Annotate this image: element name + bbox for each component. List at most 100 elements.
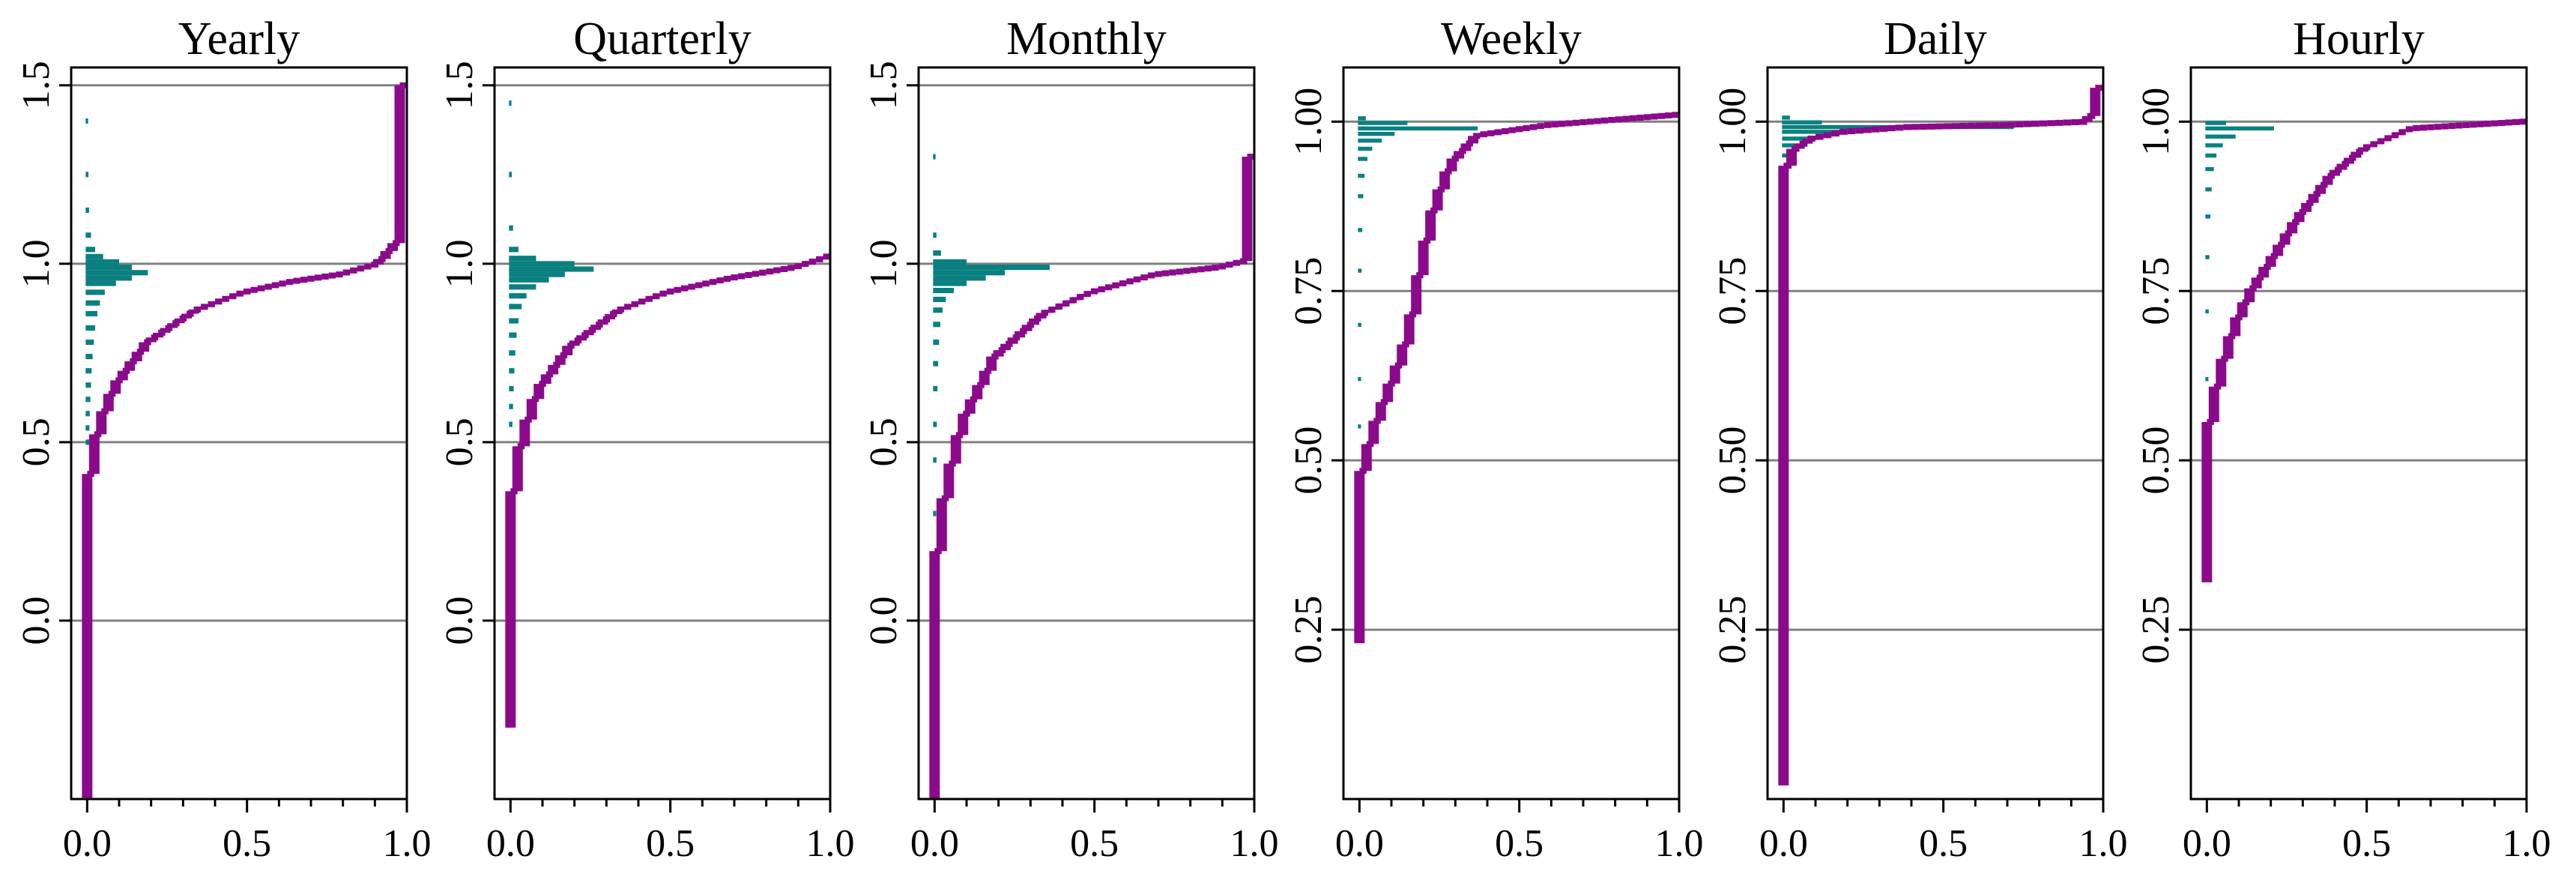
- panel-frame: [2189, 66, 2528, 801]
- histogram-bar: [933, 361, 939, 367]
- x-tick-label: 0.0: [1759, 822, 1808, 865]
- y-tick-label: 0.50: [1287, 427, 1330, 495]
- histogram-bar: [85, 259, 119, 265]
- histogram-bar: [509, 421, 513, 427]
- histogram-bar: [509, 293, 527, 299]
- histogram-bar: [933, 385, 938, 392]
- y-tick-label: 1.5: [862, 61, 905, 109]
- histogram-bar: [1782, 130, 1848, 134]
- histogram-bar: [2205, 255, 2210, 259]
- x-tick-label: 0.0: [2183, 822, 2231, 865]
- y-tick-label: 1.00: [1711, 88, 1754, 156]
- histogram-bar: [85, 289, 105, 295]
- histogram-bar: [1358, 173, 1365, 178]
- histogram-bar: [2205, 309, 2209, 314]
- histogram-bar: [2205, 187, 2212, 192]
- panel-weekly: 0.0 0.5 1.0 0.25 0.50 0.75 1.00 Weekly: [1287, 13, 1704, 865]
- histogram-bar: [85, 207, 89, 214]
- plot-area: [1778, 85, 2103, 786]
- histogram-bar: [933, 280, 967, 286]
- plot-area: [2201, 118, 2527, 582]
- y-tick-label: 0.25: [1287, 596, 1330, 664]
- histogram-bar: [509, 403, 513, 409]
- histogram-bar: [85, 118, 88, 124]
- y-tick-label: 0.5: [15, 418, 58, 466]
- histogram-bar: [85, 232, 91, 238]
- panel-title: Monthly: [1006, 13, 1167, 64]
- y-tick-label: 0.0: [15, 596, 58, 645]
- x-tick-label: 0.5: [646, 822, 695, 865]
- panels: 0.0 0.5 1.0 0.0 0.5 1.0 1.5 Yearly 0.0 0.5 1.0 0.0 0…: [15, 13, 2551, 865]
- histogram-bar: [1358, 131, 1395, 136]
- panel-quarterly: 0.0 0.5 1.0 0.0 0.5 1.0 1.5 Quarterly: [438, 13, 855, 865]
- histogram-bar: [509, 318, 518, 324]
- histogram-bar: [2205, 166, 2214, 172]
- x-tick-label: 1.0: [383, 822, 432, 865]
- histogram-bar: [933, 510, 937, 516]
- histogram-bar: [1358, 193, 1364, 199]
- histogram-bar: [85, 275, 133, 281]
- panel-daily: 0.0 0.5 1.0 0.25 0.50 0.75 1.00 Daily: [1711, 13, 2128, 865]
- histogram-bar: [1358, 268, 1362, 273]
- plot-area: [82, 82, 407, 799]
- histogram-bar: [933, 275, 986, 281]
- histogram-bar: [509, 225, 513, 231]
- histogram-bar: [85, 340, 94, 346]
- histogram-bar: [2205, 126, 2274, 131]
- histogram-bar: [933, 307, 943, 313]
- panel-frame: [1766, 66, 2105, 801]
- histogram-bar: [1358, 138, 1382, 143]
- plot-area: [929, 154, 1254, 799]
- panel-title: Daily: [1884, 13, 1987, 64]
- histogram-bar: [85, 247, 95, 253]
- histogram-bar: [2205, 134, 2236, 139]
- histogram-bar: [933, 322, 941, 328]
- histogram-bar: [2205, 214, 2211, 219]
- x-tick-label: 1.0: [1230, 822, 1279, 865]
- y-tick-label: 0.5: [438, 418, 481, 466]
- x-tick-label: 0.0: [486, 822, 535, 865]
- y-tick-label: 1.00: [1287, 88, 1330, 156]
- histogram-bar: [933, 265, 1050, 271]
- histogram-bar: [509, 284, 536, 290]
- histogram-bar: [509, 100, 512, 106]
- panel-title: Yearly: [178, 13, 300, 64]
- histogram-bar: [85, 439, 89, 445]
- y-tick-label: 0.0: [438, 596, 481, 645]
- histogram-bar: [1358, 116, 1366, 121]
- histogram-bar: [85, 253, 103, 259]
- histogram-bar: [1782, 143, 1800, 148]
- panel-frame: [1342, 66, 1681, 801]
- histogram-bar: [85, 280, 116, 286]
- x-tick-label: 0.0: [63, 822, 112, 865]
- x-tick-label: 1.0: [2503, 822, 2551, 865]
- histogram-bar: [1782, 120, 1822, 124]
- y-tick-label: 0.25: [1711, 596, 1754, 664]
- histogram-bar: [85, 265, 133, 271]
- histogram-bar: [509, 277, 549, 283]
- histogram-bar: [2205, 121, 2226, 125]
- histogram-bar: [509, 271, 565, 277]
- y-tick-label: 0.75: [2135, 257, 2177, 325]
- panel-frame: [917, 66, 1256, 801]
- histogram-bar: [2205, 153, 2217, 158]
- histogram-bar: [933, 340, 940, 346]
- panel-yearly: 0.0 0.5 1.0 0.0 0.5 1.0 1.5 Yearly: [15, 13, 432, 865]
- histogram-bar: [509, 247, 518, 253]
- histogram-bar: [509, 172, 513, 178]
- histogram-bar: [1782, 136, 1812, 141]
- histogram-bar: [509, 261, 575, 267]
- histogram-bar: [85, 368, 92, 374]
- histogram-bar: [1358, 228, 1363, 232]
- histogram-bar: [509, 368, 515, 374]
- histogram-bar: [933, 250, 941, 256]
- panel-monthly: 0.0 0.5 1.0 0.0 0.5 1.0 1.5 Monthly: [862, 13, 1279, 865]
- y-tick-label: 0.5: [862, 418, 905, 466]
- x-tick-label: 1.0: [806, 822, 855, 865]
- y-tick-label: 0.75: [1287, 257, 1330, 325]
- y-tick-label: 1.0: [438, 239, 481, 288]
- x-tick-label: 0.5: [1919, 822, 1968, 865]
- y-tick-label: 0.50: [1711, 427, 1754, 495]
- histogram-bar: [509, 266, 594, 272]
